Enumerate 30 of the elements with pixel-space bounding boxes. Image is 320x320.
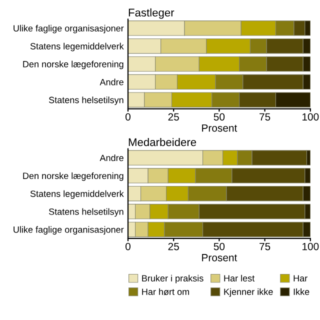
y-tick-label: Ulike faglige organisasjoner xyxy=(14,226,124,235)
y-tick-label: Ulike faglige organisasjoner xyxy=(14,24,124,34)
legend-label: Har hørt om xyxy=(142,288,189,296)
legend-label: Ikke xyxy=(294,288,310,296)
legend-label: Har lest xyxy=(224,274,255,282)
x-tick-label: 75 xyxy=(260,242,270,250)
x-tick-label: 50 xyxy=(214,242,225,250)
chart-title: Medarbeidere xyxy=(128,138,196,146)
x-tick-label: 100 xyxy=(302,242,319,250)
legend-label: Kjenner ikke xyxy=(224,288,273,297)
y-tick-label: Den norske lægeforening xyxy=(23,172,124,181)
y-tick-label: Statens legemiddelverk xyxy=(30,42,124,52)
x-tick-label: 0 xyxy=(126,113,130,121)
x-tick-label: 0 xyxy=(126,242,130,250)
chart-title: Fastleger xyxy=(128,8,174,19)
legend-label: Har xyxy=(294,275,308,282)
x-tick-label: 100 xyxy=(302,113,319,121)
y-tick-label: Andre xyxy=(100,78,124,86)
x-tick-label: 25 xyxy=(168,242,179,250)
y-tick-label: Statens helsetilsyn xyxy=(48,208,124,217)
x-tick-label: 25 xyxy=(168,113,179,121)
x-tick-label: 50 xyxy=(214,113,225,121)
legend-label: Bruker i praksis xyxy=(142,274,204,284)
y-tick-label: Den norske lægeforening xyxy=(23,60,124,70)
y-tick-label: Andre xyxy=(100,154,124,162)
y-tick-label: Statens helsetilsyn xyxy=(48,96,124,105)
x-axis-title: Prosent xyxy=(202,254,238,262)
x-axis-title: Prosent xyxy=(202,124,238,132)
y-tick-label: Statens legemiddelverk xyxy=(30,190,124,199)
x-tick-label: 75 xyxy=(260,113,270,121)
